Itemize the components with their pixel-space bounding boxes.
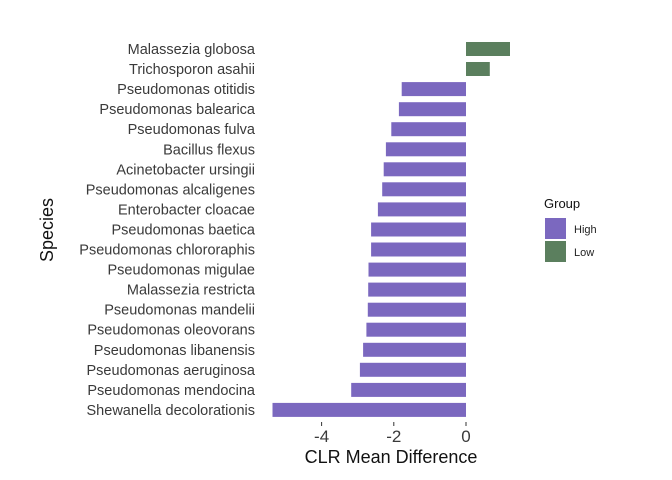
category-label: Bacillus flexus xyxy=(163,142,255,158)
category-label: Trichosporon asahii xyxy=(129,62,255,78)
category-label: Acinetobacter ursingii xyxy=(116,162,255,178)
bar xyxy=(371,222,466,237)
bar xyxy=(371,242,466,257)
category-label: Pseudomonas mandelii xyxy=(104,303,255,319)
bar xyxy=(367,302,466,317)
category-label: Pseudomonas aeruginosa xyxy=(87,363,256,379)
bar xyxy=(351,382,466,397)
x-tick-label: 0 xyxy=(461,427,470,446)
bar xyxy=(385,142,466,157)
legend-label: Low xyxy=(574,247,594,259)
bar xyxy=(366,322,466,337)
legend-key xyxy=(545,241,566,262)
category-label: Malassezia globosa xyxy=(128,42,256,58)
category-label: Pseudomonas baetica xyxy=(112,223,256,239)
legend-key xyxy=(545,218,566,239)
x-axis-ticks: -4 -2 0 xyxy=(314,422,471,446)
category-label: Pseudomonas alcaligenes xyxy=(86,182,255,198)
bar-group xyxy=(272,42,510,417)
bar xyxy=(466,62,490,76)
category-label: Pseudomonas migulae xyxy=(107,263,255,279)
category-label: Pseudomonas balearica xyxy=(99,102,256,118)
bar xyxy=(466,42,510,56)
category-label: Pseudomonas libanensis xyxy=(94,343,255,359)
x-axis-title: CLR Mean Difference xyxy=(305,447,478,467)
category-label: Shewanella decolorationis xyxy=(87,403,255,419)
category-label: Pseudomonas otitidis xyxy=(117,82,255,98)
bar xyxy=(383,162,466,177)
category-label: Pseudomonas fulva xyxy=(128,122,256,138)
x-tick-label: -4 xyxy=(314,427,329,446)
bar xyxy=(272,402,466,417)
y-axis-title: Species xyxy=(37,198,57,262)
bar xyxy=(382,182,466,197)
bar xyxy=(363,342,466,357)
category-label: Pseudomonas oleovorans xyxy=(87,323,255,339)
category-label: Enterobacter cloacae xyxy=(118,202,255,218)
x-tick-label: -2 xyxy=(386,427,401,446)
category-label: Pseudomonas mendocina xyxy=(87,383,256,399)
category-labels: Malassezia globosa Trichosporon asahii Pse… xyxy=(79,42,256,419)
bar xyxy=(398,102,466,117)
legend: Group High Low xyxy=(544,196,597,262)
bar xyxy=(401,82,466,97)
category-label: Malassezia restricta xyxy=(127,283,256,299)
bar xyxy=(377,202,466,217)
category-label: Pseudomonas chlororaphis xyxy=(79,243,255,259)
bar xyxy=(368,262,466,277)
bar xyxy=(368,282,466,297)
legend-label: High xyxy=(574,224,597,236)
bar xyxy=(359,362,466,377)
legend-title: Group xyxy=(544,196,580,211)
bar xyxy=(391,122,466,137)
